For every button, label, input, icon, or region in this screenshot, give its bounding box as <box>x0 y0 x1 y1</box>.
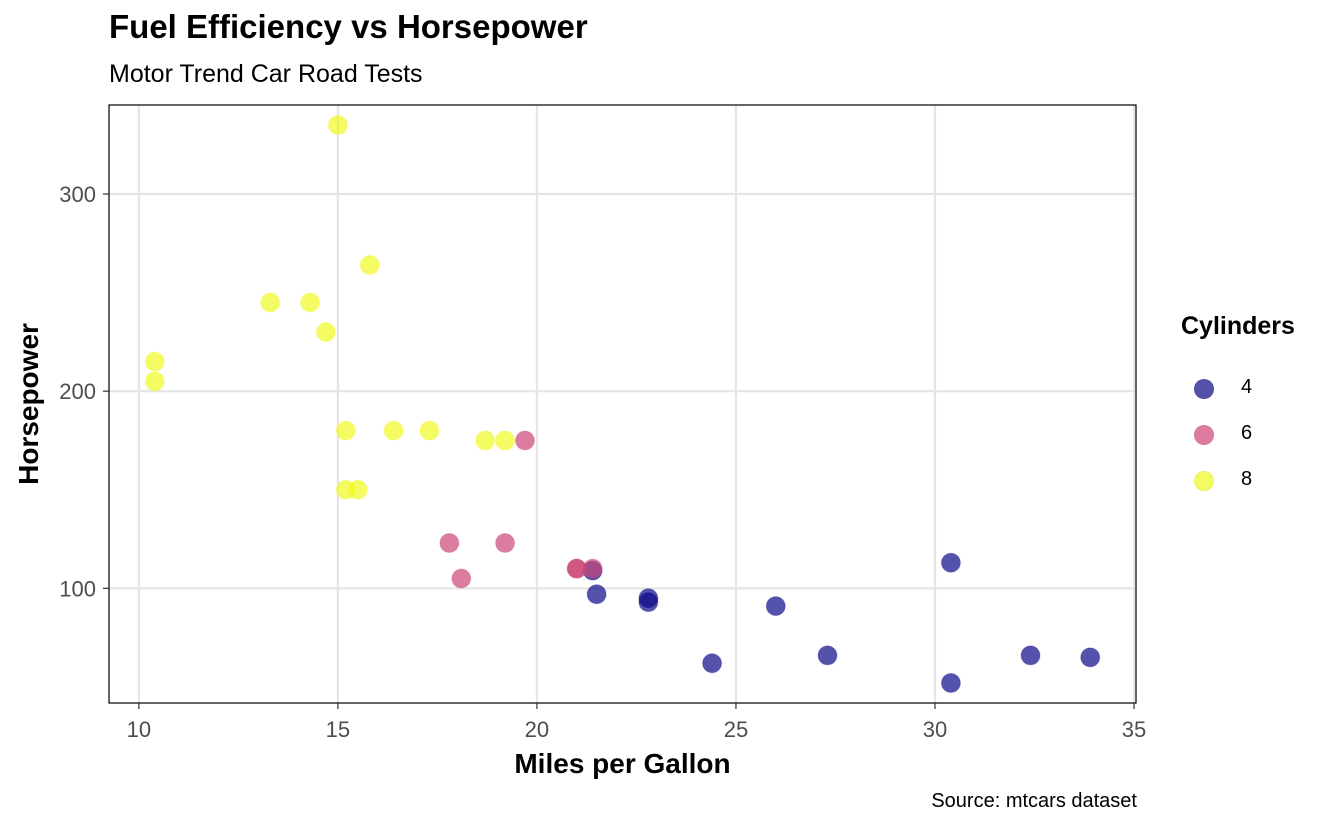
data-point-cyl-4 <box>638 588 659 609</box>
data-point-cyl-4 <box>765 596 786 617</box>
x-tick-label: 20 <box>525 717 549 742</box>
data-point-cyl-8 <box>419 420 440 441</box>
legend-label-4: 4 <box>1241 376 1253 398</box>
x-tick-label: 35 <box>1122 717 1146 742</box>
chart-title: Fuel Efficiency vs Horsepower <box>109 8 588 45</box>
x-axis-title: Miles per Gallon <box>514 748 730 779</box>
data-point-cyl-8 <box>475 430 496 451</box>
data-point-cyl-8 <box>315 322 336 343</box>
chart-caption: Source: mtcars dataset <box>931 790 1137 812</box>
data-point-cyl-4 <box>1080 647 1101 668</box>
legend-item-6: 6 <box>1181 413 1295 459</box>
y-axis-title: Horsepower <box>13 323 44 485</box>
y-tick-label: 200 <box>59 379 96 404</box>
chart-subtitle: Motor Trend Car Road Tests <box>109 60 423 88</box>
legend: Cylinders 4 6 8 <box>1181 312 1295 505</box>
legend-key-4 <box>1194 379 1214 399</box>
data-points <box>144 115 1101 693</box>
data-point-cyl-6 <box>514 430 535 451</box>
data-point-cyl-4 <box>586 584 607 605</box>
legend-item-4: 4 <box>1181 367 1295 413</box>
legend-label-6: 6 <box>1241 422 1253 444</box>
y-tick-label: 100 <box>59 576 96 601</box>
x-tick-label: 30 <box>923 717 947 742</box>
data-point-cyl-4 <box>702 653 723 674</box>
x-tick-label: 10 <box>127 717 151 742</box>
x-tick-label: 25 <box>724 717 748 742</box>
data-point-cyl-4 <box>817 645 838 666</box>
legend-label-8: 8 <box>1241 468 1253 490</box>
data-point-cyl-6 <box>451 568 472 589</box>
data-point-cyl-4 <box>940 672 961 693</box>
x-tick-label: 15 <box>326 717 350 742</box>
data-point-cyl-8 <box>495 430 516 451</box>
data-point-cyl-4 <box>1020 645 1041 666</box>
data-point-cyl-8 <box>327 115 348 136</box>
panel-border <box>108 104 1137 704</box>
data-point-cyl-6 <box>495 533 516 554</box>
data-point-cyl-8 <box>260 292 281 313</box>
legend-key-6 <box>1194 425 1214 445</box>
data-point-cyl-8 <box>300 292 321 313</box>
data-point-cyl-4 <box>940 552 961 573</box>
data-point-cyl-8 <box>383 420 404 441</box>
y-tick-label: 300 <box>59 182 96 207</box>
data-point-cyl-6 <box>582 558 603 579</box>
axis-ticks: 10 15 20 25 30 35 100 200 300 <box>59 182 1146 742</box>
legend-key-8 <box>1194 471 1214 491</box>
grid-lines <box>109 105 1136 703</box>
data-point-cyl-8 <box>335 420 356 441</box>
data-point-cyl-8 <box>144 371 165 392</box>
legend-item-8: 8 <box>1181 459 1295 505</box>
legend-title: Cylinders <box>1181 312 1295 340</box>
data-point-cyl-6 <box>439 533 460 554</box>
data-point-cyl-8 <box>144 351 165 372</box>
data-point-cyl-8 <box>359 254 380 275</box>
data-point-cyl-8 <box>335 479 356 500</box>
